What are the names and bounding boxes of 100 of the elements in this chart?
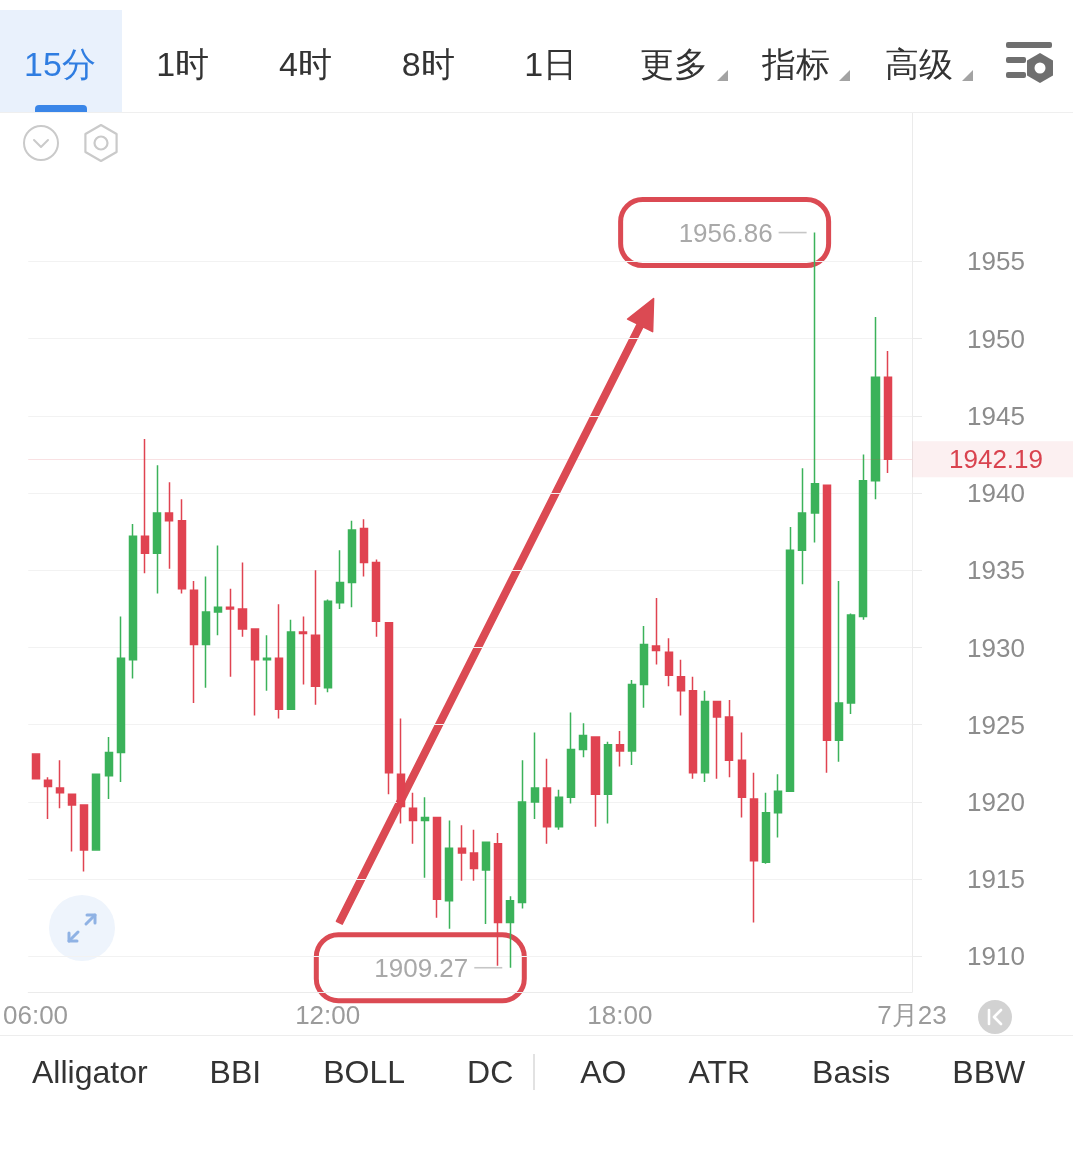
candlestick	[335, 549, 345, 610]
candlestick	[347, 520, 357, 609]
candlestick	[542, 757, 552, 845]
candlestick	[712, 700, 722, 780]
candlestick	[164, 481, 174, 570]
text: BOLL	[323, 1053, 406, 1091]
candlestick	[639, 625, 649, 709]
candlestick	[152, 464, 162, 595]
text: BBI	[209, 1053, 262, 1091]
y-tick-label: 1915	[967, 864, 1025, 895]
candlestick	[870, 316, 881, 500]
annotation: 1956.86	[678, 217, 773, 248]
candlestick	[408, 791, 418, 845]
candlestick	[749, 771, 759, 924]
text: 指标	[762, 44, 831, 84]
candlestick	[505, 895, 515, 969]
candlestick	[566, 711, 576, 805]
candlestick	[627, 679, 637, 766]
candlestick	[396, 717, 406, 825]
candlestick	[432, 816, 442, 919]
candlestick	[554, 788, 564, 831]
y-tick-label: 1950	[967, 323, 1025, 354]
candlestick	[298, 615, 308, 686]
candlestick	[603, 740, 613, 825]
annotation: 1909.27	[374, 952, 469, 983]
text: 8时	[401, 44, 455, 84]
y-tick-label: 1940	[967, 478, 1025, 509]
candlestick	[177, 498, 187, 595]
y-tick-label: 1930	[967, 632, 1025, 663]
candlestick	[323, 598, 333, 694]
candlestick	[201, 575, 211, 689]
x-tick-label: 7月23	[877, 1000, 947, 1030]
text: Basis	[812, 1053, 891, 1091]
candlestick	[530, 731, 540, 820]
candlestick	[810, 231, 820, 544]
candlestick	[237, 561, 248, 638]
text: BBW	[952, 1053, 1026, 1091]
candlestick	[310, 569, 321, 706]
candlestick	[761, 791, 771, 865]
text: 1时	[156, 44, 210, 84]
candlestick	[797, 467, 807, 585]
candlestick	[700, 690, 710, 783]
y-tick-label: 1935	[967, 555, 1025, 586]
candlestick	[250, 628, 260, 717]
candlestick	[55, 759, 65, 809]
candlestick	[724, 699, 734, 779]
candlestick	[444, 819, 454, 930]
candlestick	[189, 580, 199, 704]
candlestick	[116, 615, 126, 783]
candlestick	[104, 736, 114, 800]
candlestick	[883, 350, 893, 474]
candlestick	[274, 603, 284, 720]
x-tick-label: 06:00	[2, 1000, 69, 1030]
candlestick	[688, 676, 698, 780]
candlestick	[822, 484, 832, 774]
candlestick	[578, 722, 588, 758]
text: 高级	[884, 44, 953, 84]
candlestick	[517, 759, 527, 910]
candlestick	[420, 796, 430, 879]
candlestick	[481, 841, 491, 925]
x-tick-label: 18:00	[587, 1000, 653, 1030]
y-tick-label: 1955	[967, 246, 1025, 277]
text: ATR	[688, 1053, 751, 1091]
text: 更多	[639, 44, 708, 84]
candlestick	[213, 544, 223, 636]
x-tick-label: 12:00	[295, 1000, 361, 1030]
text: DC	[467, 1053, 514, 1091]
candlestick	[91, 773, 101, 851]
candlestick	[858, 453, 868, 621]
candlestick	[493, 832, 503, 967]
text: 15分	[24, 44, 96, 84]
candlestick	[43, 776, 53, 820]
candlestick	[359, 518, 369, 578]
candlestick	[651, 597, 661, 666]
candlestick	[469, 829, 479, 882]
candlestick	[834, 580, 844, 763]
y-tick-label: 1945	[967, 400, 1025, 431]
candlestick	[371, 558, 381, 638]
candlestick	[225, 588, 235, 678]
text: 1日	[524, 44, 578, 84]
candlestick	[128, 523, 138, 680]
y-tick-label: 1925	[967, 709, 1025, 740]
candlestick	[615, 730, 625, 768]
candlestick	[457, 824, 467, 882]
candlestick	[785, 526, 795, 792]
candlestick	[846, 612, 856, 715]
text: 4时	[278, 44, 332, 84]
candlestick	[262, 634, 272, 692]
candlestick	[140, 438, 150, 575]
candlestick	[31, 753, 41, 780]
candlestick	[384, 622, 394, 796]
y-tick-label: 1910	[967, 941, 1025, 972]
text: Alligator	[32, 1053, 148, 1091]
candlestick	[737, 731, 747, 819]
candlestick	[67, 793, 77, 853]
candlestick	[286, 618, 296, 711]
candlestick	[773, 773, 783, 839]
text: AO	[580, 1053, 627, 1091]
candlestick	[590, 736, 601, 828]
y-tick-label: 1920	[967, 786, 1025, 817]
